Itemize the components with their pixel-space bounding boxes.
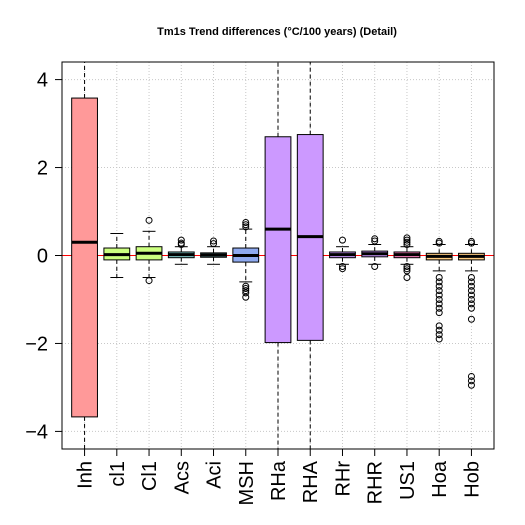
outlier-point [435, 287, 443, 295]
outlier-layer [145, 216, 475, 389]
outlier-point [242, 219, 250, 227]
outlier-point [435, 331, 443, 339]
chart-title: Tm1s Trend differences (°C/100 years) (D… [157, 26, 397, 38]
outlier-point [435, 335, 443, 343]
outlier-point [435, 300, 443, 308]
outlier-point [467, 377, 475, 385]
outlier-point [403, 273, 411, 281]
outlier-point [210, 237, 218, 245]
outlier-point [210, 240, 218, 248]
x-tick-label: RHA [300, 460, 322, 503]
outlier-point [467, 278, 475, 286]
x-tick-label: Hob [461, 461, 483, 498]
outlier-point [467, 381, 475, 389]
x-tick-label: MSH [236, 461, 258, 505]
outlier-point [467, 291, 475, 299]
x-tick-label: RHa [268, 460, 290, 501]
outlier-point [338, 236, 346, 244]
y-tick-label: 4 [37, 70, 48, 92]
x-tick-label: Hoa [429, 460, 451, 498]
outlier-point [435, 322, 443, 330]
outlier-point [242, 289, 250, 297]
x-tick-label: cl1 [107, 461, 129, 487]
outlier-point [242, 223, 250, 231]
outlier-point [145, 277, 153, 285]
outlier-point [242, 282, 250, 290]
outlier-point [242, 221, 250, 229]
outlier-point [435, 282, 443, 290]
outlier-point [467, 282, 475, 290]
outlier-point [467, 295, 475, 303]
outlier-point [467, 315, 475, 323]
outlier-point [177, 236, 185, 244]
outlier-point [467, 304, 475, 312]
box-layer [71, 97, 485, 418]
outlier-point [435, 295, 443, 303]
outlier-point [435, 326, 443, 334]
outlier-point [403, 238, 411, 246]
outlier-point [242, 293, 250, 301]
outlier-point [242, 287, 250, 295]
outlier-point [403, 234, 411, 242]
box-Inh [71, 97, 98, 418]
outlier-point [338, 265, 346, 273]
x-tick-label: RHr [332, 461, 354, 497]
outlier-point [435, 278, 443, 286]
y-tick-label: 0 [37, 246, 48, 268]
outlier-point [371, 237, 379, 245]
outlier-point [403, 241, 411, 249]
box-RHa [264, 136, 292, 344]
x-tick-label: Aci [204, 461, 226, 489]
x-tick-label: RHR [365, 461, 387, 504]
outlier-point [403, 265, 411, 273]
outlier-point [371, 262, 379, 270]
outlier-point [467, 239, 475, 247]
x-tick-label: US1 [397, 461, 419, 500]
outlier-point [403, 267, 411, 275]
axis-layer: −4 −2 0 2 4 Inh cl1 Cl1 Acs Aci MSH RHa RHA RHr RHR US1… [25, 70, 483, 506]
outlier-point [242, 284, 250, 292]
x-tick-label: Acs [171, 461, 193, 494]
outlier-point [467, 300, 475, 308]
outlier-point [467, 372, 475, 380]
outlier-point [435, 273, 443, 281]
outlier-point [435, 291, 443, 299]
outlier-point [467, 287, 475, 295]
outlier-point [403, 262, 411, 270]
y-tick-label: −4 [25, 421, 48, 443]
outlier-point [435, 239, 443, 247]
outlier-point [371, 235, 379, 243]
x-tick-label: Cl1 [139, 461, 161, 491]
outlier-point [435, 309, 443, 317]
outlier-point [338, 262, 346, 270]
outlier-point [145, 216, 153, 224]
outlier-point [177, 241, 185, 249]
outlier-point [435, 304, 443, 312]
y-tick-label: 2 [37, 158, 48, 180]
outlier-point [403, 236, 411, 244]
outlier-point [467, 273, 475, 281]
y-tick-label: −2 [25, 333, 48, 355]
x-tick-label: Inh [75, 461, 97, 489]
